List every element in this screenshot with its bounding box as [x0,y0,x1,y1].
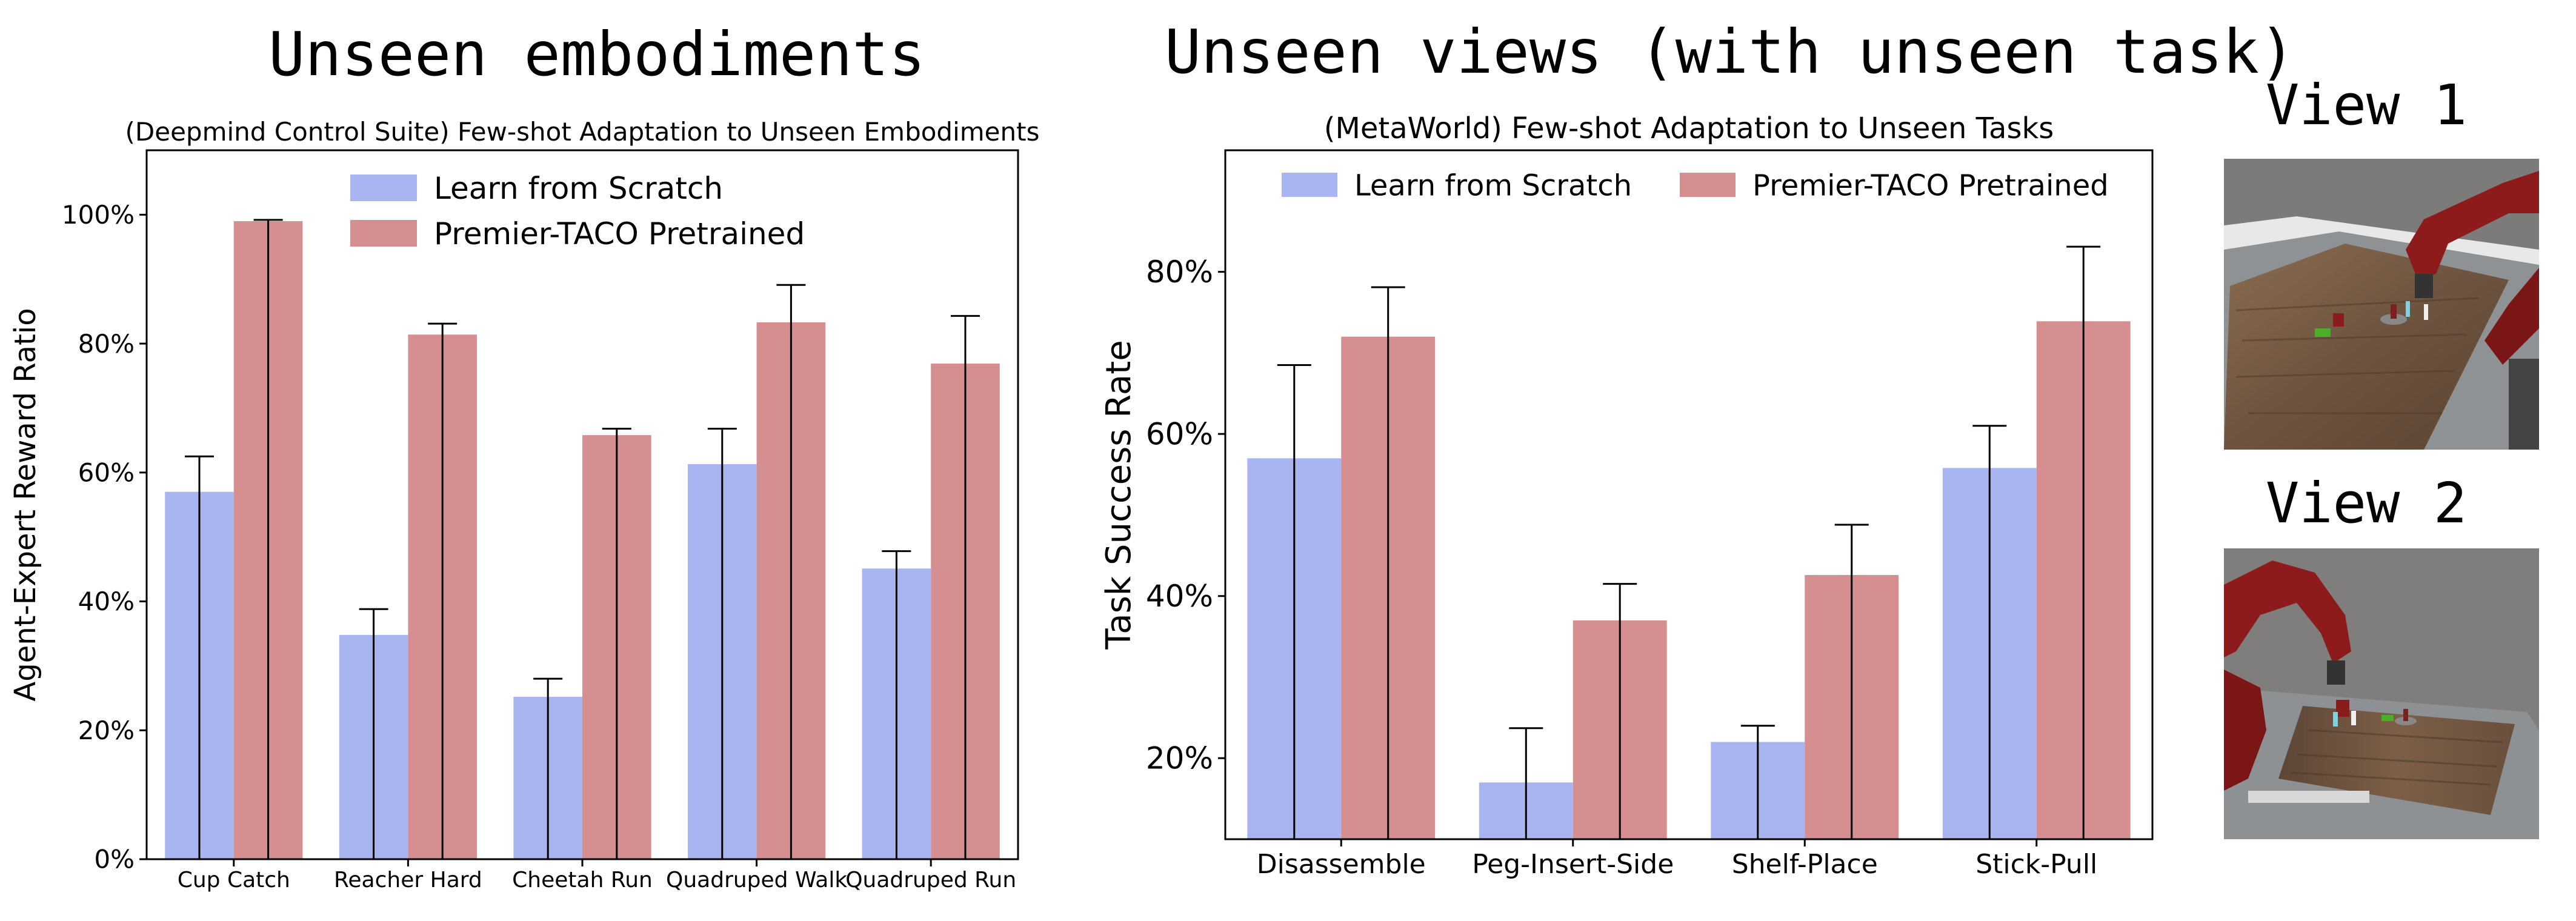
legend-label-1: Premier-TACO Pretrained [434,216,805,251]
view-2-image [2224,548,2539,839]
plot-frame [145,149,1019,860]
chart-title: (Deepmind Control Suite) Few-shot Adapta… [125,117,1040,147]
y-tick-label-2: 40% [78,587,135,616]
legend-swatch-1 [350,220,417,247]
legend-label-0: Learn from Scratch [434,171,723,206]
y-tick-label-5: 100% [62,200,135,230]
legend-swatch-0 [350,175,417,201]
y-tick-label-0: 20% [1146,741,1213,776]
view-2-label: View 2 [2265,471,2468,536]
x-tick-label-2: Shelf-Place [1732,849,1878,880]
y-tick-label-3: 80% [1146,254,1213,290]
plot-frame [1224,149,2154,840]
x-tick-label-3: Quadruped Walk [666,868,847,893]
x-tick-label-0: Cup Catch [178,868,290,893]
legend-swatch-0 [1282,173,1337,197]
y-tick-label-0: 0% [94,845,135,874]
view-1-image [2224,159,2539,450]
chart-title: (MetaWorld) Few-shot Adaptation to Unsee… [1324,111,2054,145]
y-tick-label-1: 40% [1146,579,1213,614]
metaworld-bar-chart: (MetaWorld) Few-shot Adaptation to Unsee… [1099,111,2154,880]
x-tick-label-3: Stick-Pull [1975,849,2097,880]
legend-swatch-1 [1680,173,1736,197]
y-tick-label-2: 60% [1146,417,1213,452]
heading-unseen-embodiments: Unseen embodiments [268,19,925,90]
view-1-label: View 1 [2265,73,2468,138]
x-tick-label-4: Quadruped Run [845,868,1016,893]
y-tick-label-1: 20% [78,716,135,745]
x-tick-label-1: Peg-Insert-Side [1472,849,1674,880]
legend-label-1: Premier-TACO Pretrained [1752,168,2109,202]
y-tick-label-4: 80% [78,329,135,359]
heading-unseen-views: Unseen views (with unseen task) [1164,16,2296,87]
y-axis-label: Agent-Expert Reward Ratio [8,308,42,701]
y-axis-label: Task Success Rate [1099,340,1139,650]
x-tick-label-2: Cheetah Run [512,868,653,893]
x-tick-label-1: Reacher Hard [334,868,482,893]
legend-label-0: Learn from Scratch [1354,168,1632,202]
x-tick-label-0: Disassemble [1257,849,1426,880]
embodiments-bar-chart: (Deepmind Control Suite) Few-shot Adapta… [8,117,1040,893]
y-tick-label-3: 60% [78,458,135,488]
